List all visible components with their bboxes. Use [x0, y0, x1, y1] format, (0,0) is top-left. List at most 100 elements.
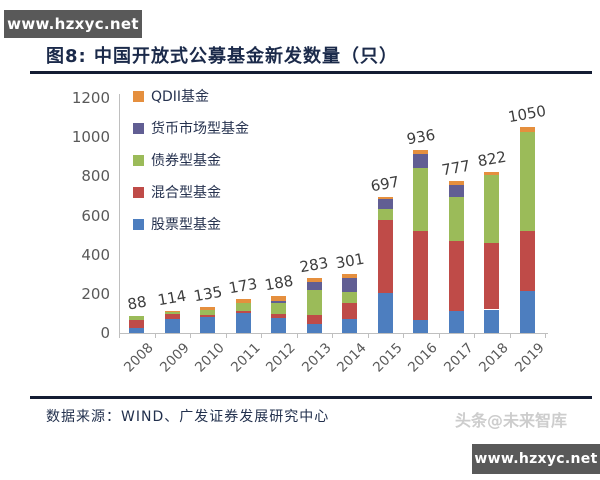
bar-segment-2014-债券型基金: [342, 292, 358, 304]
x-axis-tick: [154, 333, 156, 338]
legend-swatch-货币市场型基金: [133, 122, 144, 134]
legend-swatch-混合型基金: [133, 186, 144, 198]
bar-segment-2012-混合型基金: [271, 314, 287, 318]
legend-label: 货币市场型基金: [151, 121, 249, 137]
bar-segment-2013-债券型基金: [306, 290, 322, 316]
bar-segment-2018-QDII基金: [484, 172, 500, 176]
bar-segment-2014-QDII基金: [342, 274, 358, 278]
bar-value-label-2016: 936: [405, 125, 437, 149]
bar-segment-2013-货币市场型基金: [306, 282, 322, 291]
legend-item-股票型基金: 股票型基金: [133, 214, 249, 234]
bottom-rule: [30, 396, 592, 399]
bar-segment-2010-QDII基金: [200, 306, 216, 310]
bar-segment-2018-债券型基金: [484, 175, 500, 243]
watermark-banner-bottom-text: www.hzxyc.net: [474, 451, 598, 467]
legend-item-QDII基金: QDII基金: [133, 86, 249, 106]
bar-segment-2009-债券型基金: [164, 312, 180, 315]
x-tick-label-2013: 2013: [298, 340, 335, 376]
bar-value-label-2019: 1050: [506, 102, 548, 127]
bar-segment-2015-债券型基金: [377, 209, 393, 220]
bar-segment-2010-混合型基金: [200, 314, 216, 317]
legend-swatch-QDII基金: [133, 90, 144, 102]
legend-label: 混合型基金: [151, 185, 221, 201]
legend-label: QDII基金: [151, 89, 210, 105]
y-axis-line: [119, 94, 120, 334]
bar-segment-2013-混合型基金: [306, 315, 322, 324]
x-tick-label-2009: 2009: [156, 340, 193, 376]
bar-segment-2010-股票型基金: [200, 316, 216, 333]
x-axis-tick: [296, 333, 298, 338]
bar-segment-2010-债券型基金: [200, 309, 216, 315]
y-tick-label: 0: [100, 324, 110, 342]
x-axis-tick: [225, 333, 227, 338]
bar-segment-2011-债券型基金: [235, 303, 251, 311]
bar-segment-2017-债券型基金: [448, 197, 464, 241]
x-tick-label-2018: 2018: [476, 340, 513, 376]
bar-segment-2017-股票型基金: [448, 311, 464, 333]
y-tick-label: 600: [81, 206, 110, 225]
bar-segment-2009-混合型基金: [164, 314, 180, 320]
x-axis-tick: [403, 333, 404, 338]
x-axis-tick: [190, 333, 191, 338]
bar-segment-2016-混合型基金: [413, 231, 429, 321]
x-axis-tick: [545, 333, 546, 338]
bar-segment-2014-货币市场型基金: [342, 277, 358, 293]
x-axis-tick: [438, 333, 440, 338]
bar-segment-2015-股票型基金: [377, 292, 393, 333]
legend-swatch-债券型基金: [133, 154, 144, 166]
bar-segment-2008-股票型基金: [129, 327, 145, 333]
x-axis-tick: [261, 333, 262, 338]
y-tick-label: 800: [81, 167, 110, 186]
legend-item-货币市场型基金: 货币市场型基金: [133, 118, 249, 138]
bar-segment-2016-债券型基金: [413, 168, 429, 232]
watermark-banner-top: www.hzxyc.net: [4, 10, 142, 38]
x-axis-tick: [509, 333, 511, 338]
bar-segment-2012-债券型基金: [271, 303, 287, 315]
bar-value-label-2015: 697: [369, 172, 401, 195]
bar-segment-2018-股票型基金: [484, 309, 500, 333]
y-tick-label: 400: [81, 245, 110, 264]
stacked-bar-chart: 0 200 400 600 800 1000 1200 88 114 135 173 188 283 3…: [0, 80, 600, 400]
figure-title: 图8: 中国开放式公募基金新发数量（只）: [46, 46, 398, 67]
legend-label: 股票型基金: [151, 217, 221, 233]
bar-segment-2013-股票型基金: [306, 323, 322, 333]
bar-segment-2019-债券型基金: [519, 132, 535, 231]
x-axis-tick: [367, 333, 369, 338]
bar-segment-2016-货币市场型基金: [413, 153, 429, 169]
chart-legend: QDII基金货币市场型基金债券型基金混合型基金股票型基金: [133, 86, 249, 246]
x-tick-label-2016: 2016: [405, 340, 442, 376]
x-tick-label-2019: 2019: [511, 340, 548, 376]
x-axis-tick: [332, 333, 333, 338]
bar-segment-2016-股票型基金: [413, 320, 429, 333]
bar-segment-2012-QDII基金: [271, 296, 287, 302]
bar-segment-2017-货币市场型基金: [448, 184, 464, 198]
x-tick-label-2011: 2011: [227, 340, 264, 376]
x-tick-label-2015: 2015: [369, 340, 406, 376]
bar-segment-2019-QDII基金: [519, 127, 535, 133]
data-source-text: 数据来源：WIND、广发证券发展研究中心: [46, 409, 330, 425]
bar-segment-2011-股票型基金: [235, 313, 251, 333]
legend-item-混合型基金: 混合型基金: [133, 182, 249, 202]
bar-segment-2008-混合型基金: [129, 320, 145, 328]
watermark-banner-bottom: www.hzxyc.net: [472, 444, 600, 474]
bar-segment-2012-货币市场型基金: [271, 301, 287, 304]
bar-segment-2014-股票型基金: [342, 318, 358, 333]
bar-segment-2012-股票型基金: [271, 317, 287, 333]
bar-segment-2011-QDII基金: [235, 299, 251, 304]
bar-segment-2016-QDII基金: [413, 149, 429, 154]
bar-segment-2015-混合型基金: [377, 220, 393, 293]
bar-segment-2011-混合型基金: [235, 310, 251, 314]
bar-segment-2009-QDII基金: [164, 310, 180, 313]
y-tick-label: 1200: [71, 89, 110, 107]
x-tick-label-2010: 2010: [192, 340, 229, 376]
legend-swatch-股票型基金: [133, 218, 144, 230]
bar-value-label-2018: 822: [476, 147, 508, 171]
y-tick-label: 200: [81, 284, 110, 303]
bar-segment-2019-股票型基金: [519, 291, 535, 333]
legend-item-债券型基金: 债券型基金: [133, 150, 249, 170]
bar-segment-2017-混合型基金: [448, 240, 464, 312]
x-tick-label-2014: 2014: [334, 340, 371, 376]
x-axis-line: [119, 333, 548, 334]
bar-segment-2014-混合型基金: [342, 303, 358, 319]
